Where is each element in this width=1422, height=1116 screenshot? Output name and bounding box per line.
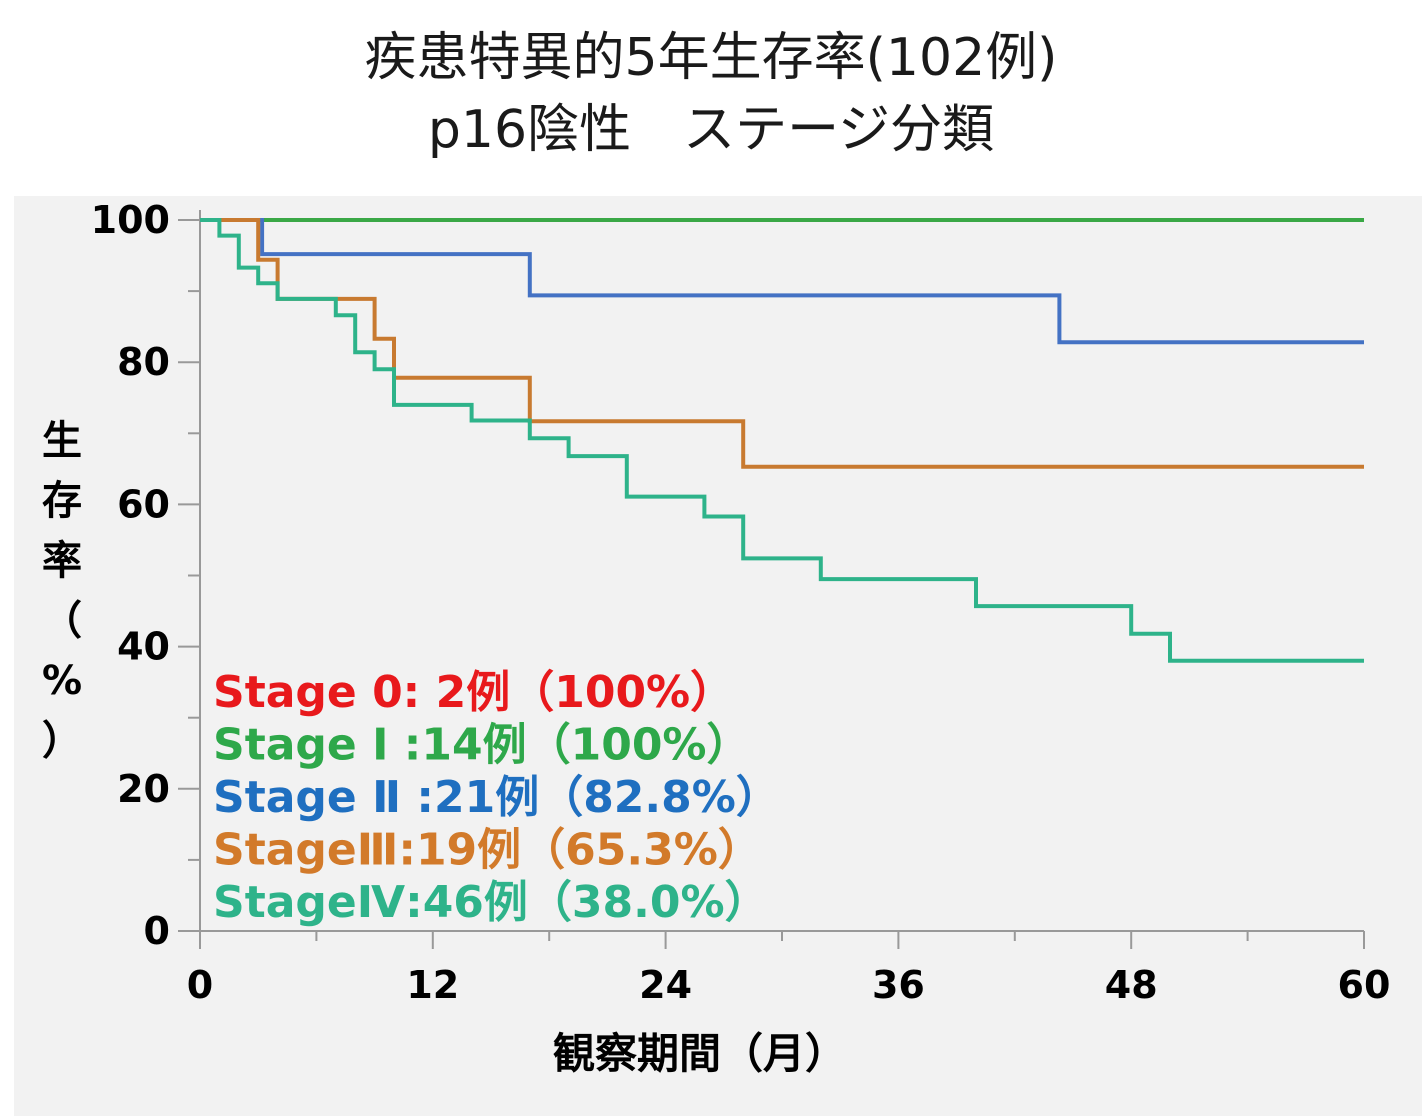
x-tick-label: 24: [639, 963, 692, 1007]
y-tick-label: 100: [91, 198, 170, 242]
series-line-stage4: [200, 218, 1364, 663]
x-tick-label: 36: [872, 963, 925, 1007]
series-line-stage3: [200, 218, 1364, 469]
x-axis-label: 観察期間（月）: [553, 1029, 847, 1078]
plot-background: [14, 196, 1422, 1116]
y-tick-label: 80: [117, 340, 170, 384]
y-tick-label: 60: [117, 482, 170, 526]
legend-entry: Stage Ⅰ :14例（100%）: [213, 720, 751, 771]
y-tick-label: 40: [117, 625, 170, 669]
x-tick-label: 48: [1105, 963, 1158, 1007]
legend-entry: StageⅣ:46例（38.0%）: [213, 877, 769, 928]
legend-entry: Stage Ⅱ :21例（82.8%）: [213, 772, 780, 823]
series-lines: [200, 218, 1364, 663]
y-tick-label: 20: [117, 767, 170, 811]
y-axis-label: 生存率（%）: [42, 418, 82, 764]
chart-subtitle: p16陰性 ステージ分類: [427, 100, 995, 160]
x-tick-label: 12: [406, 963, 459, 1007]
legend-entry: Stage 0: 2例（100%）: [213, 667, 734, 718]
x-tick-label: 60: [1338, 963, 1391, 1007]
x-tick-label: 0: [187, 963, 213, 1007]
axis-labels: 観察期間（月） 生存率（%）: [42, 418, 847, 1078]
axes: 0 20 40 60 80 100 0 12 24 36 48 60: [91, 198, 1391, 1007]
legend-entry: StageⅢ:19例（65.3%）: [213, 825, 762, 876]
chart-title: 疾患特異的5年生存率(102例): [364, 28, 1058, 88]
y-tick-label: 0: [144, 909, 170, 953]
legend: Stage 0: 2例（100%）Stage Ⅰ :14例（100%）Stage…: [213, 667, 780, 928]
